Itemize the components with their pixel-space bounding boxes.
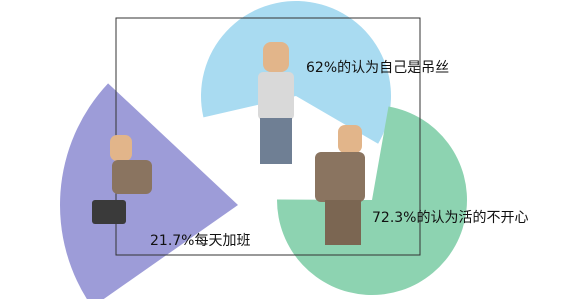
sector-label: 62%的认为自己是吊丝 (306, 60, 449, 76)
chart: 62%的认为自己是吊丝 72.3%的认为活的不开心 21.7%每天加班 (0, 0, 562, 299)
sector-label: 72.3%的认为活的不开心 (372, 210, 528, 226)
page: 62%的认为自己是吊丝72.3%的认为活的不开心21.7%每天加班 (() =>… (0, 0, 562, 299)
sector-label: 21.7%每天加班 (150, 233, 250, 249)
figure-standing (258, 42, 294, 164)
